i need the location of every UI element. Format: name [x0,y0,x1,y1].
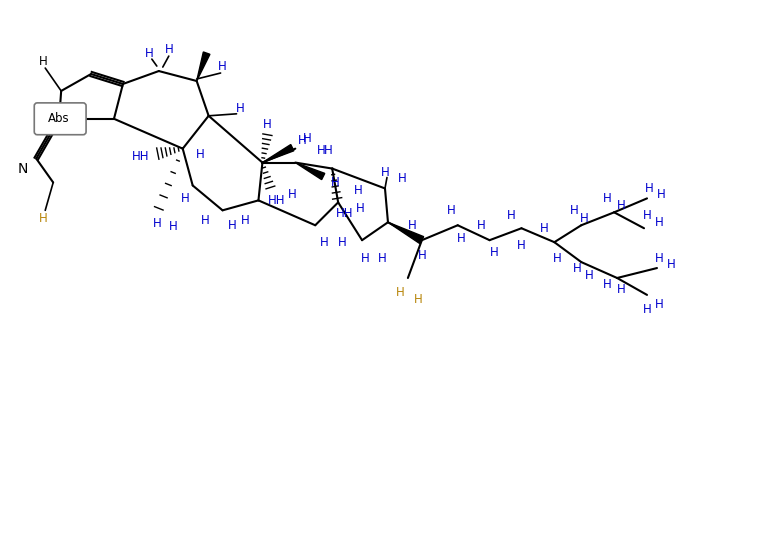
Text: H: H [356,202,365,215]
Text: H: H [152,217,161,229]
Text: H: H [655,216,663,229]
Text: H: H [361,252,369,264]
Text: H: H [603,279,612,291]
Polygon shape [296,163,324,180]
Text: H: H [317,144,326,157]
Text: H: H [413,294,422,306]
Text: H: H [228,219,237,232]
Text: H: H [303,132,312,145]
Text: N: N [18,161,29,175]
Text: H: H [145,46,153,60]
Text: H: H [643,304,651,316]
Text: H: H [324,144,333,157]
Text: H: H [553,252,562,264]
Polygon shape [196,52,210,81]
Text: H: H [478,219,486,232]
Text: H: H [381,166,390,179]
Text: H: H [396,286,404,299]
Text: H: H [202,214,210,227]
Text: H: H [490,246,499,259]
Text: H: H [218,60,227,72]
Text: H: H [643,209,651,222]
Text: H: H [507,209,516,222]
Text: H: H [617,284,625,296]
Text: H: H [418,249,426,262]
Text: H: H [168,220,177,233]
Text: H: H [354,184,362,197]
Text: H: H [655,252,663,264]
Text: H: H [263,118,272,131]
Polygon shape [262,144,294,163]
Text: H: H [196,148,205,161]
Text: H: H [397,172,406,185]
Text: H: H [644,182,653,195]
Text: H: H [236,102,245,116]
Text: HH: HH [335,207,353,220]
Text: H: H [39,212,48,225]
Text: HH: HH [268,194,285,207]
Text: Abs: Abs [49,112,70,126]
Text: H: H [164,43,173,56]
Text: H: H [585,269,594,281]
Text: H: H [617,199,625,212]
Text: H: H [181,192,190,205]
Text: H: H [377,252,387,264]
Text: H: H [655,299,663,311]
Text: H: H [656,188,666,201]
Text: H: H [288,188,296,201]
Text: H: H [573,262,581,274]
Text: H: H [540,222,549,234]
Text: H: H [408,219,416,232]
Text: H: H [666,258,675,270]
Text: H: H [447,204,456,217]
Text: H: H [603,192,612,205]
Text: H: H [457,232,466,244]
Polygon shape [388,222,424,244]
Text: H: H [570,204,578,217]
Text: H: H [39,55,48,67]
Text: H: H [338,236,346,249]
Text: H: H [330,176,340,189]
FancyBboxPatch shape [34,103,86,135]
Text: HH: HH [132,150,149,163]
Text: H: H [320,236,328,249]
Text: H: H [580,212,589,225]
Text: H: H [241,214,250,227]
Text: H: H [517,239,526,252]
Text: H: H [298,134,307,147]
